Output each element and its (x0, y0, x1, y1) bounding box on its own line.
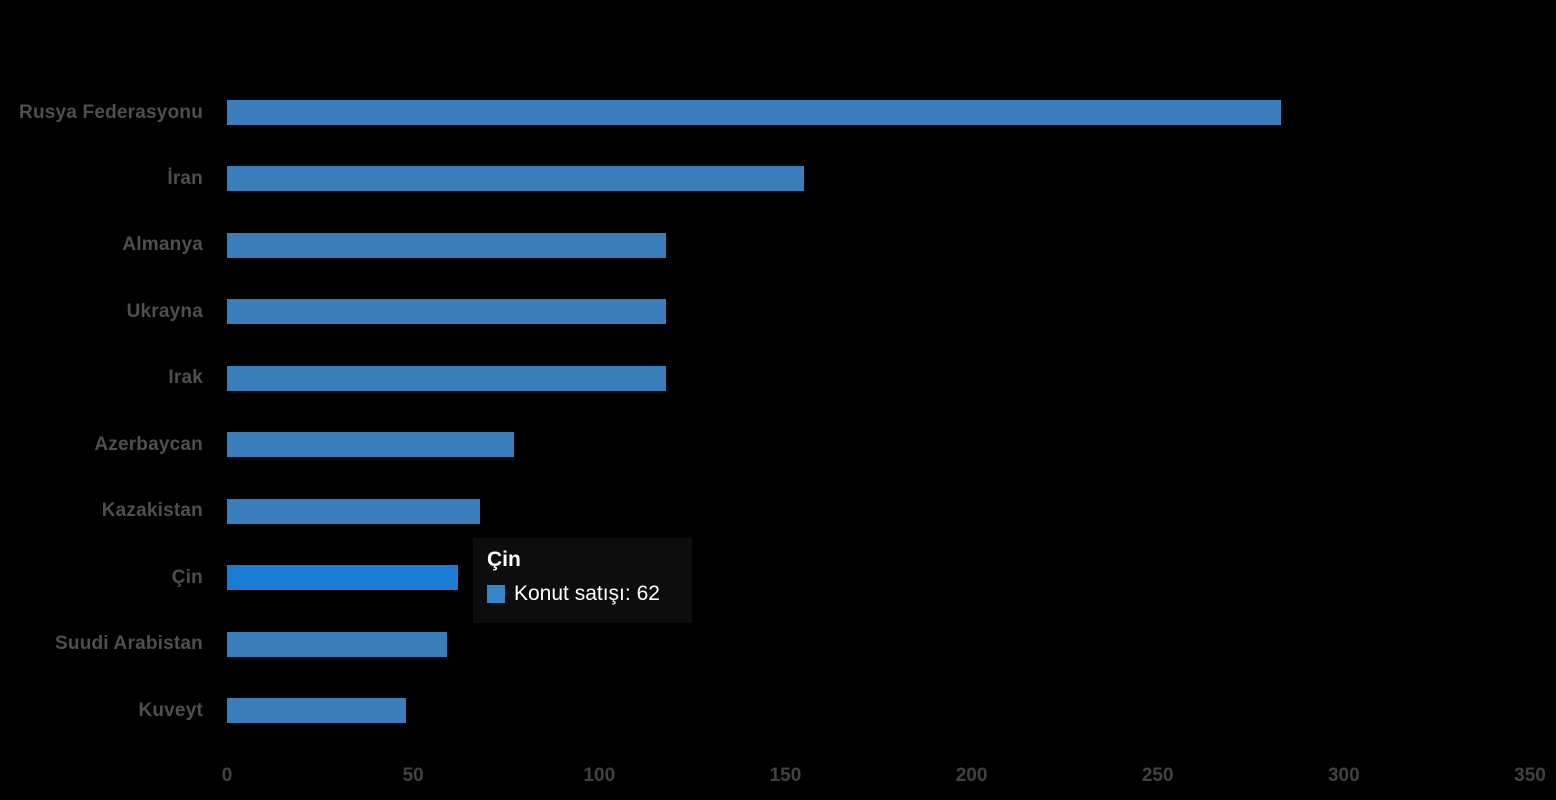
x-tick-label: 300 (1327, 765, 1360, 786)
category-label: Almanya (122, 234, 203, 256)
x-tick-label: 0 (221, 765, 233, 786)
bar[interactable] (227, 166, 805, 192)
category-label: Kuveyt (138, 699, 203, 721)
bar[interactable] (227, 631, 447, 657)
category-label: Kazakistan (101, 500, 203, 522)
bar[interactable] (227, 299, 667, 325)
x-tick-label: 150 (769, 765, 802, 786)
category-label: İran (167, 167, 203, 189)
bar[interactable] (227, 698, 406, 724)
x-tick-label: 50 (402, 765, 424, 786)
category-label: Azerbaycan (94, 433, 203, 455)
category-label: Suudi Arabistan (55, 633, 203, 655)
bar[interactable] (227, 100, 1281, 125)
x-tick-label: 200 (955, 765, 988, 786)
x-tick-label: 250 (1141, 765, 1174, 786)
x-tick-label: 350 (1514, 765, 1546, 786)
bar[interactable] (227, 232, 667, 258)
category-label: Çin (171, 566, 203, 588)
bar[interactable] (227, 498, 481, 524)
category-label: Irak (168, 367, 203, 389)
tooltip-value: Konut satışı: 62 (514, 582, 660, 605)
series-swatch-icon (487, 585, 505, 603)
bar[interactable] (227, 365, 667, 391)
bar[interactable] (227, 432, 514, 458)
category-label: Rusya Federasyonu (19, 101, 203, 123)
tooltip-row: Konut satışı: 62 (487, 582, 678, 606)
tooltip: Çin Konut satışı: 62 (473, 538, 692, 623)
category-label: Ukrayna (126, 300, 203, 322)
bar[interactable] (227, 565, 458, 591)
x-tick-label: 100 (583, 765, 616, 786)
tooltip-title: Çin (487, 548, 521, 571)
